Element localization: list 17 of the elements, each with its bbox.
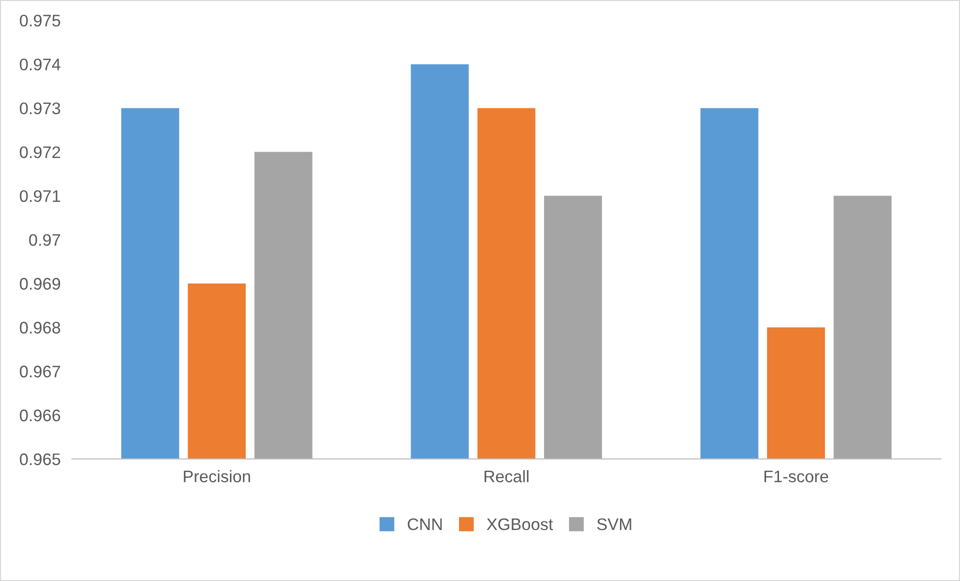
y-tick-label: 0.967 (20, 366, 60, 378)
y-tick-label: 0.971 (20, 190, 60, 202)
y-tick-label: 0.974 (20, 58, 60, 70)
y-tick-label: 0.973 (20, 102, 60, 114)
x-tick-label: Recall (484, 470, 528, 482)
y-tick-label: 0.972 (20, 146, 60, 158)
legend-label: SVM (597, 518, 632, 530)
legend-label: XGBoost (486, 518, 553, 530)
y-tick-label: 0.968 (20, 322, 60, 334)
x-tick-label: Precision (184, 470, 250, 482)
y-tick-label: 0.969 (20, 278, 60, 290)
y-tick-label: 0.965 (20, 453, 60, 466)
legend-label: CNN (408, 518, 442, 530)
y-tick-label: 0.966 (20, 410, 60, 422)
y-tick-label: 0.975 (20, 14, 60, 27)
y-tick-label: 0.97 (29, 234, 60, 246)
x-tick-label: F1-score (764, 470, 828, 482)
